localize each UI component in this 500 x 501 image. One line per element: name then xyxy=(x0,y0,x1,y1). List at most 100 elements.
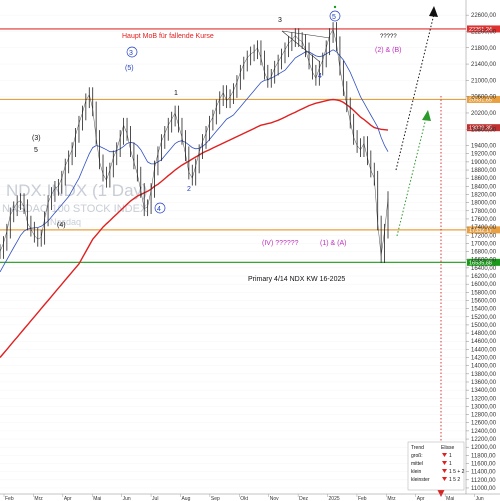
y-tick-label: 16200,00 xyxy=(471,274,497,280)
haupt-annotation: Haupt MoB für fallende Kurse xyxy=(122,33,214,40)
x-tick-label: Apr xyxy=(417,496,425,501)
y-tick-label: 15200,00 xyxy=(471,315,497,321)
black-projection-arrow xyxy=(395,13,435,171)
x-tick-label: Jun xyxy=(476,496,484,501)
wave-3-circle xyxy=(126,46,138,58)
trend-row-value: 1 5 + 2 xyxy=(449,469,465,475)
x-tick-label: Feb xyxy=(358,496,367,501)
y-tick-label: 13000,00 xyxy=(471,404,497,410)
price-level-badge xyxy=(467,25,500,33)
y-tick-label: 12400,00 xyxy=(471,429,497,435)
wave-iv-annotation: (IV) ?????? xyxy=(262,240,299,247)
watermark-exchange: Nasdaq xyxy=(50,217,81,227)
y-tick-label: 14200,00 xyxy=(471,356,497,362)
moving-average-line xyxy=(0,98,389,358)
y-tick-label: 12200,00 xyxy=(471,437,497,443)
y-tick-label: 14800,00 xyxy=(471,331,497,337)
price-level-badge xyxy=(467,124,500,132)
moving-averages xyxy=(0,49,389,358)
y-tick-label: 19200,00 xyxy=(471,152,497,158)
x-tick-label: 2025 xyxy=(329,496,340,501)
y-tick-label: 15000,00 xyxy=(471,323,497,329)
y-tick-label: 20200,00 xyxy=(471,111,497,117)
y-tick-label: 17000,00 xyxy=(471,241,497,247)
y-tick-label: 17600,00 xyxy=(471,217,497,223)
y-tick-label: 14400,00 xyxy=(471,347,497,353)
wave-p3-label: (3) xyxy=(32,135,41,142)
y-tick-label: 11800,00 xyxy=(471,453,496,459)
y-axis: 22600,00 22200,00 21800,00 21400,00 21000,00… xyxy=(465,0,497,494)
y-tick-label: 11600,00 xyxy=(471,462,496,468)
trend-col-label: Trend xyxy=(411,445,424,451)
price-level-label: 22261,24 xyxy=(469,27,492,33)
y-tick-label: 11400,00 xyxy=(471,470,496,476)
wave-5-circle xyxy=(329,10,341,22)
trend-row-label: mittel xyxy=(411,461,423,467)
trend-down-icon xyxy=(442,461,447,465)
x-tick-label: Sep xyxy=(211,496,220,501)
y-tick-label: 21400,00 xyxy=(471,62,497,68)
green-projection-arrow xyxy=(396,117,427,237)
price-line xyxy=(0,28,389,256)
question-annotation: ????? xyxy=(380,34,397,40)
wave-p4-label: (4) xyxy=(57,222,66,229)
y-tick-label: 16600,00 xyxy=(471,258,497,264)
y-tick-label: 14600,00 xyxy=(471,339,497,345)
wave4-channel-lower xyxy=(281,30,321,63)
x-tick-label: Feb xyxy=(5,496,14,501)
y-tick-label: 12600,00 xyxy=(471,421,497,427)
y-tick-label: 13400,00 xyxy=(471,388,497,394)
y-tick-label: 12800,00 xyxy=(471,413,497,419)
y-tick-label: 15600,00 xyxy=(471,298,497,304)
trend-row-value: 1 xyxy=(449,453,452,459)
y-tick-label: 17400,00 xyxy=(471,225,497,231)
y-tick-label: 18400,00 xyxy=(471,184,497,190)
y-tick-label: 18800,00 xyxy=(471,168,497,174)
wave-4-circle xyxy=(154,202,166,214)
chart-title: Primary 4/14 NDX KW 16-2025 xyxy=(248,276,345,283)
wave-2b-annotation: (2) & (B) xyxy=(375,47,401,54)
y-tick-label: 15400,00 xyxy=(471,307,497,313)
y-tick-label: 17800,00 xyxy=(471,209,497,215)
wave-p5-label: (5) xyxy=(125,65,134,72)
y-tick-label: 18000,00 xyxy=(471,201,497,207)
trend-table-box xyxy=(407,441,465,491)
circle-4-label: 4 xyxy=(157,206,161,213)
y-tick-label: 19400,00 xyxy=(471,144,497,150)
watermark-symbol: NDX.INDX (1 Day) xyxy=(6,181,148,200)
y-tick-label: 16400,00 xyxy=(471,266,497,272)
gridlines xyxy=(0,14,466,489)
trend-row-value: 1 5 2 xyxy=(449,477,460,483)
y-tick-label: 12000,00 xyxy=(471,445,497,451)
x-tick-label: Mai xyxy=(93,496,101,501)
price-series xyxy=(0,22,389,263)
x-tick-label: Jun xyxy=(123,496,131,501)
wave-5-label: 5 xyxy=(332,14,336,21)
x-tick-label: Dez xyxy=(299,496,308,501)
y-tick-label: 19000,00 xyxy=(471,160,497,166)
y-tick-label: 17200,00 xyxy=(471,233,497,239)
wave-2-label: 2 xyxy=(187,186,191,193)
y-tick-label: 20600,00 xyxy=(471,95,497,101)
moving-average-line xyxy=(0,49,389,273)
y-tick-label: 11200,00 xyxy=(471,478,496,484)
wave-1a-annotation: (1) & (A) xyxy=(320,240,346,247)
green-arrowhead xyxy=(422,110,431,121)
circle-3-label: 3 xyxy=(129,50,133,57)
x-tick-label: Mrz xyxy=(387,496,396,501)
y-tick-label: 16000,00 xyxy=(471,282,497,288)
y-tick-label: 18600,00 xyxy=(471,176,497,182)
y-tick-label: 18200,00 xyxy=(471,192,497,198)
x-tick-label: Apr xyxy=(64,496,72,501)
x-tick-label: Mai xyxy=(446,496,454,501)
y-tick-label: 15800,00 xyxy=(471,290,497,296)
x-tick-label: Nov xyxy=(270,496,279,501)
trend-row-label: kleinster xyxy=(411,477,430,483)
wave-5-peak-dot xyxy=(333,5,337,9)
y-tick-label: 13600,00 xyxy=(471,380,497,386)
y-tick-label: 11000,00 xyxy=(471,486,496,492)
price-level-label: 19839,35 xyxy=(469,126,492,132)
trend-table: Trend Elisse groß: 1 mittel 1 klein 1 5 + 2 kl… xyxy=(407,441,465,491)
y-tick-label: 22200,00 xyxy=(471,29,497,35)
y-tick-label: 19800,00 xyxy=(471,127,497,133)
